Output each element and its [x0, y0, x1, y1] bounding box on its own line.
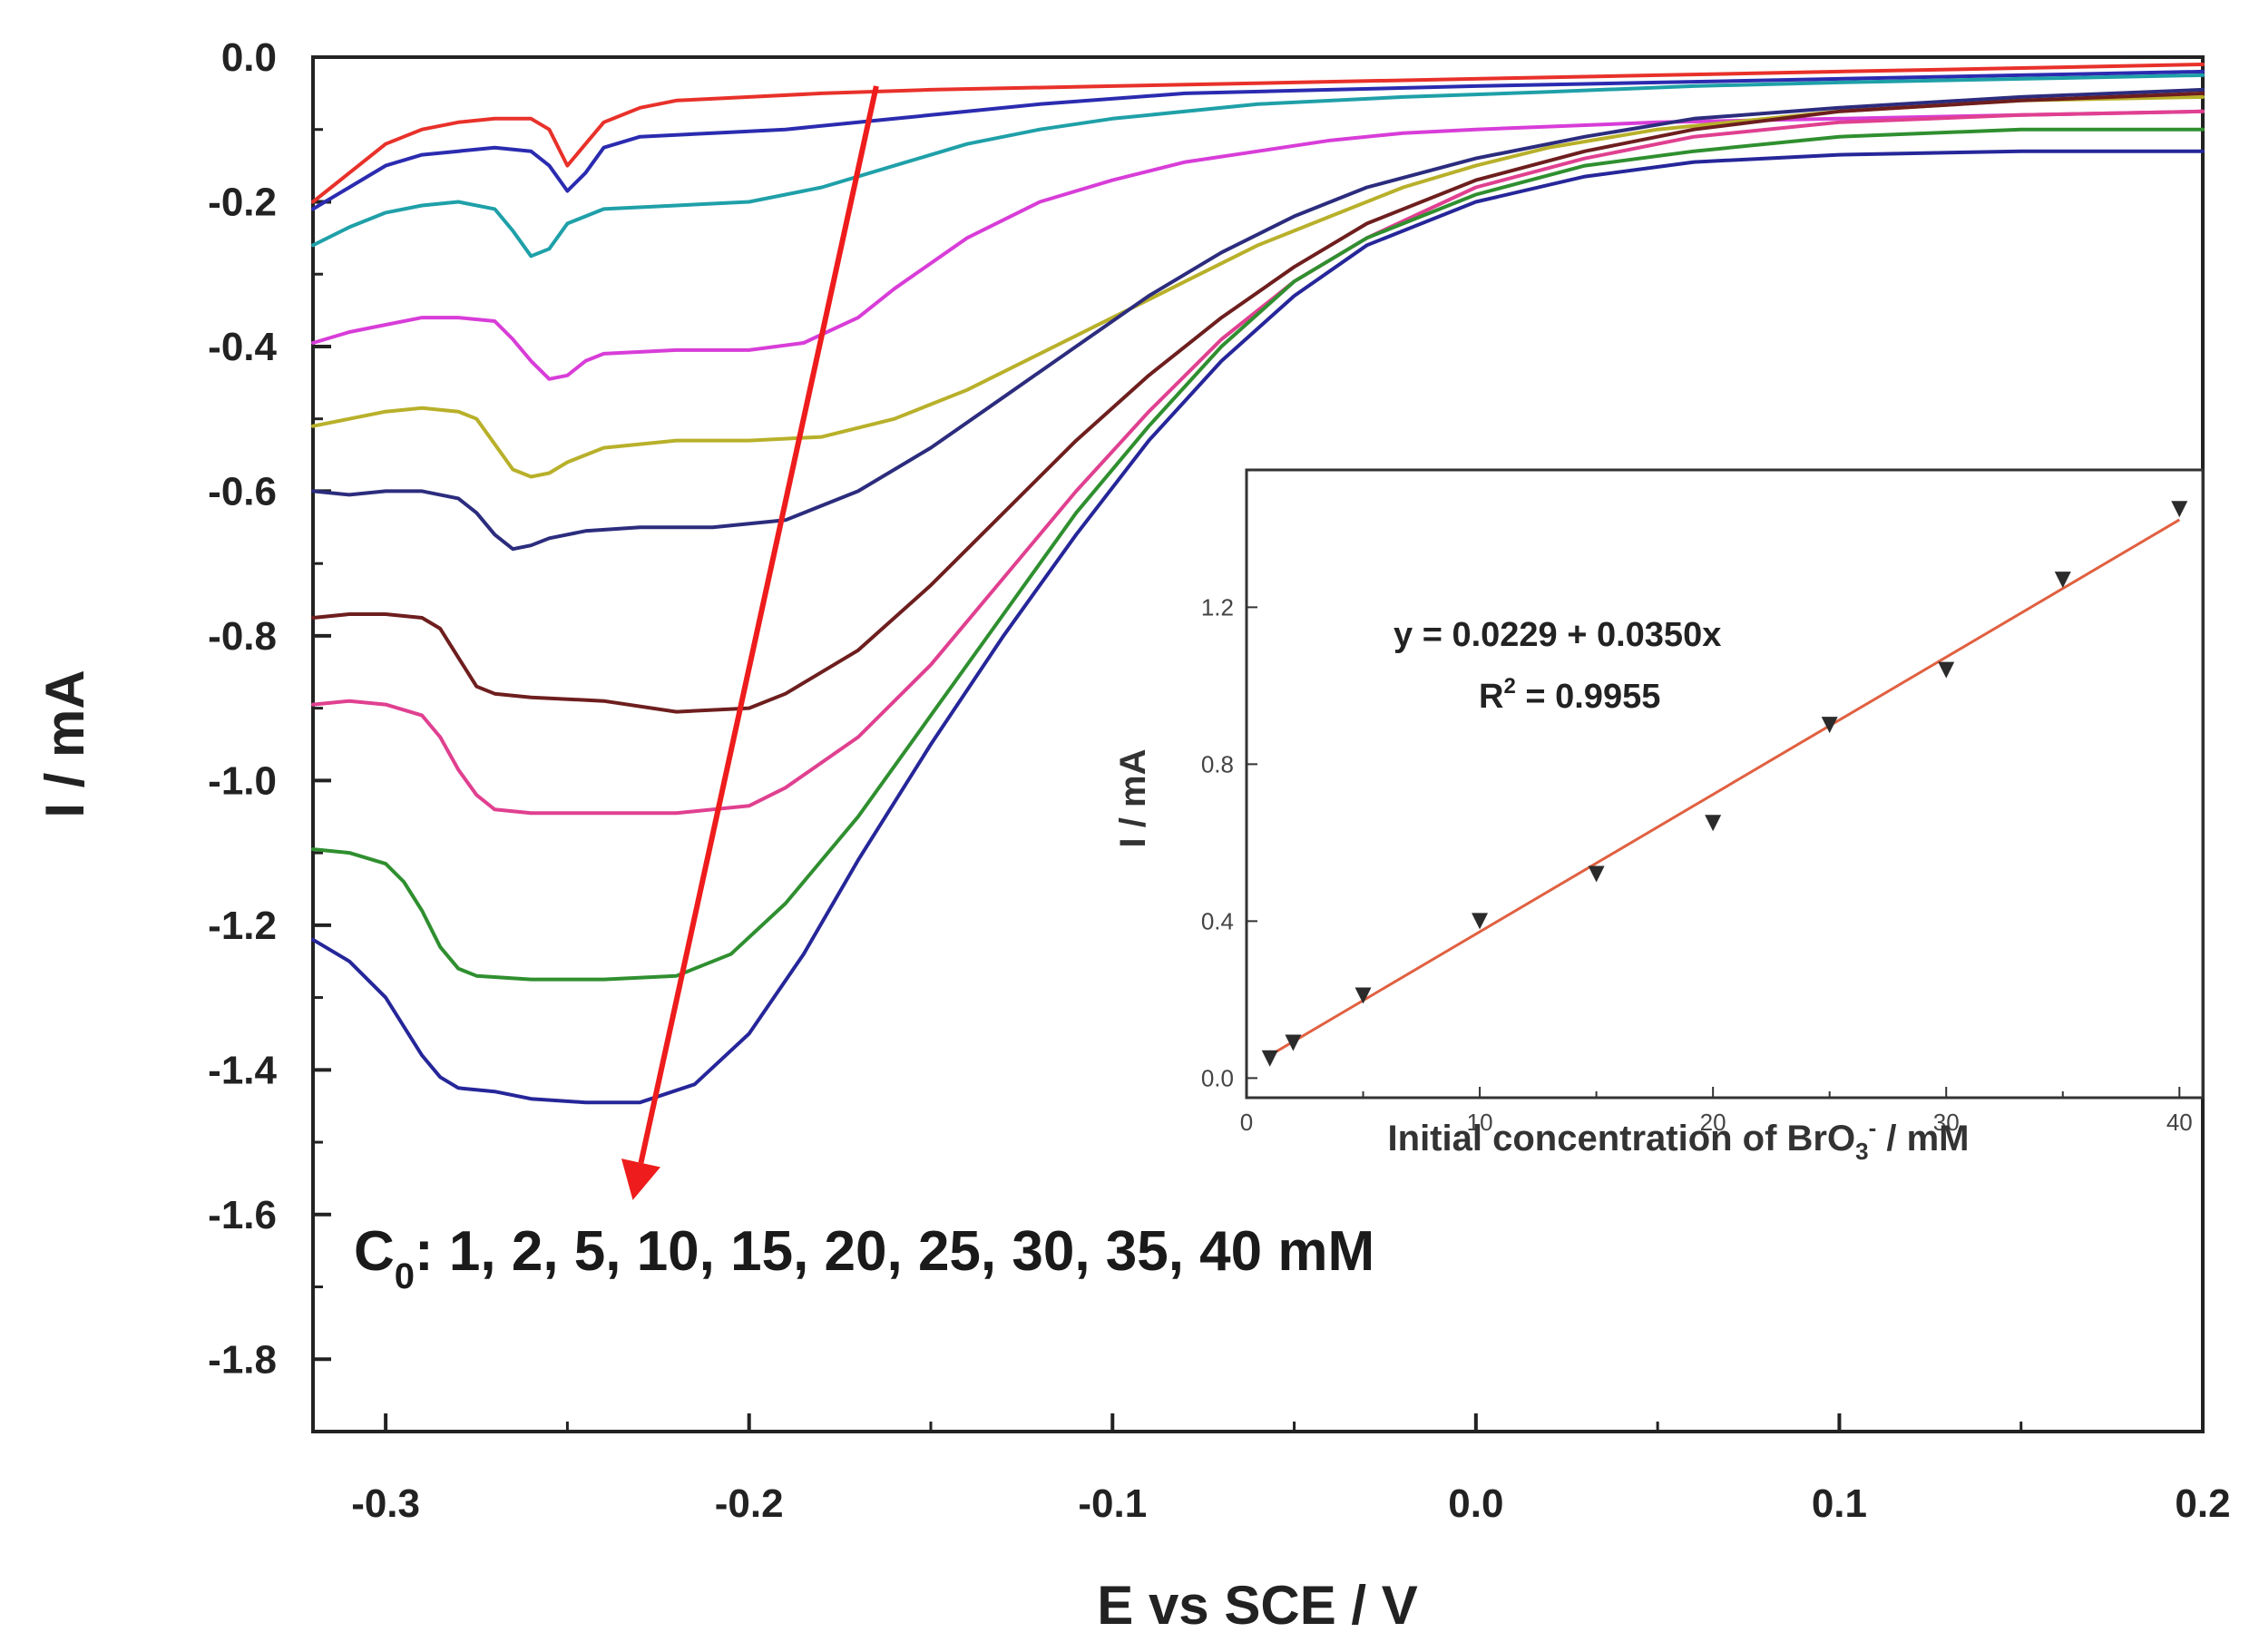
inset-y-tick-label: 1.2: [1201, 593, 1234, 621]
main-x-tick-label: 0.1: [1812, 1481, 1867, 1526]
data-point-marker: [1705, 815, 1722, 832]
main-y-tick-label: -0.8: [208, 614, 277, 659]
inset-y-tick-label: 0.8: [1201, 750, 1234, 777]
inset-axis-ticks: 0.0 0.4 0.8 1.2 0 10 20 30 40: [1201, 593, 2193, 1136]
main-x-tick-label: 0.0: [1448, 1481, 1503, 1526]
main-y-tick-label: 0.0: [221, 35, 277, 80]
annotation-text: : 1, 2, 5, 10, 15, 20, 25, 30, 35, 40 mM: [415, 1220, 1374, 1283]
inset-x-tick-label: 20: [1700, 1109, 1726, 1136]
series-line: [311, 73, 2205, 259]
inset-xlabel-subscript: 3: [1855, 1138, 1868, 1165]
concentration-annotation: C0: 1, 2, 5, 10, 15, 20, 25, 30, 35, 40 …: [354, 1220, 1374, 1296]
inset-xlabel-suffix: / mM: [1876, 1119, 1969, 1158]
inset-x-tick-label: 10: [1467, 1109, 1493, 1136]
data-point-marker: [1938, 661, 1955, 679]
main-y-axis-title: I / mA: [34, 670, 95, 817]
inset-y-tick-label: 0.0: [1201, 1064, 1234, 1091]
arrow-shaft: [638, 85, 879, 1164]
r2-superscript: 2: [1503, 674, 1515, 699]
main-y-tick-label: -1.6: [208, 1193, 277, 1237]
main-y-tick-label: -1.2: [208, 904, 277, 948]
main-y-tick-label: -0.4: [208, 325, 277, 369]
inset-x-axis-title: Initial concentration of BrO3- / mM: [1388, 1114, 1970, 1165]
main-x-tick-label: -0.3: [351, 1481, 420, 1526]
data-point-marker: [2171, 501, 2188, 518]
inset-xlabel-superscript: -: [1869, 1114, 1877, 1141]
series-line: [311, 109, 2205, 381]
series-line: [311, 94, 2205, 479]
inset-x-tick-label: 40: [2166, 1109, 2193, 1136]
concentration-arrow: [621, 85, 879, 1200]
fit-r-squared: R2 = 0.9955: [1479, 674, 1660, 716]
main-x-tick-label: 0.2: [2175, 1481, 2230, 1526]
inset-fit-line-group: [1268, 518, 2181, 1057]
fit-equation: y = 0.0229 + 0.0350x: [1394, 616, 1721, 654]
main-y-tick-label: -0.6: [208, 469, 277, 513]
data-point-marker: [1354, 987, 1372, 1004]
data-point-marker: [1261, 1050, 1278, 1067]
annotation-subscript: 0: [395, 1256, 415, 1296]
main-x-tick-label: -0.2: [715, 1481, 784, 1526]
main-x-axis-title: E vs SCE / V: [1097, 1575, 1418, 1636]
main-y-tick-label: -0.2: [208, 180, 277, 224]
inset-xlabel-prefix: Initial concentration of BrO: [1388, 1119, 1856, 1158]
inset-x-tick-label: 0: [1240, 1109, 1253, 1136]
main-series-group: [311, 63, 2205, 1105]
series-line: [311, 149, 2205, 1105]
data-point-marker: [1821, 717, 1838, 734]
data-point-marker: [1285, 1034, 1302, 1051]
r2-value: = 0.9955: [1516, 678, 1661, 716]
series-line: [311, 69, 2205, 211]
series-line: [311, 91, 2205, 714]
main-y-tick-label: -1.0: [208, 758, 277, 803]
inset-x-tick-label: 30: [1933, 1109, 1960, 1136]
series-line: [311, 127, 2205, 982]
arrow-head: [621, 1158, 660, 1200]
inset-points-group: [1261, 501, 2188, 1067]
series-line: [311, 63, 2205, 204]
main-y-tick-label: -1.4: [208, 1048, 277, 1092]
data-point-marker: [2054, 572, 2071, 589]
inset-y-axis-title: I / mA: [1113, 749, 1153, 848]
data-point-marker: [1472, 913, 1489, 930]
series-line: [311, 87, 2205, 552]
main-axis-ticks: 0.0-0.2-0.4-0.6-0.8-1.0-1.2-1.4-1.6-1.8-…: [208, 35, 2230, 1526]
main-y-tick-label: -1.8: [208, 1337, 277, 1382]
inset-plot-frame: [1245, 468, 2205, 1100]
series-line: [311, 109, 2205, 816]
data-point-marker: [1588, 865, 1605, 883]
fit-line: [1268, 518, 2181, 1057]
r2-label: R: [1479, 678, 1503, 716]
inset-y-tick-label: 0.4: [1201, 907, 1234, 934]
main-x-tick-label: -0.1: [1078, 1481, 1147, 1526]
annotation-prefix: C: [354, 1220, 395, 1283]
